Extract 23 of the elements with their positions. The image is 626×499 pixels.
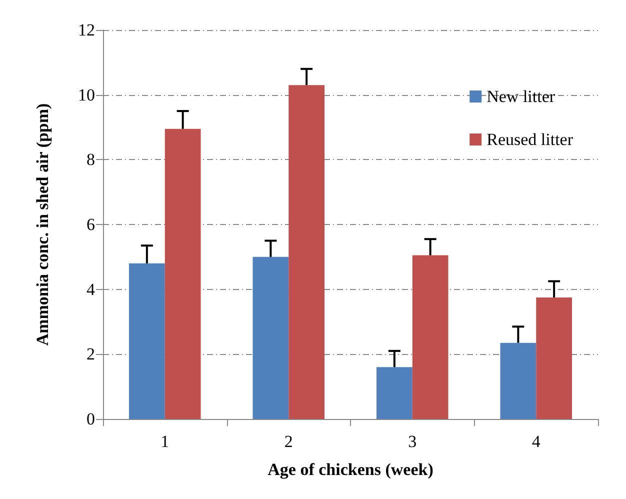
y-tick-label: 2 [86, 344, 95, 364]
bar [376, 367, 412, 419]
bar [128, 263, 165, 419]
legend-label: Reused litter [486, 130, 574, 149]
x-tick-label: 1 [160, 432, 170, 451]
legend-label: New litter [486, 87, 556, 106]
x-tick-label: 3 [408, 432, 417, 451]
bar [288, 85, 325, 419]
y-axis-title: Ammonia conc. in shed air (ppm) [33, 103, 52, 346]
bar [412, 255, 448, 419]
y-tick-label: 0 [86, 410, 95, 428]
y-tick-label: 4 [86, 280, 96, 299]
y-tick-label: 8 [86, 150, 95, 170]
y-tick-label: 12 [78, 20, 95, 40]
x-axis-title: Age of chickens (week) [268, 460, 434, 479]
bar [164, 128, 201, 419]
bar [500, 342, 536, 419]
y-tick-label: 6 [86, 215, 95, 234]
x-tick-label: 2 [284, 432, 293, 451]
bar [252, 256, 289, 419]
bar [536, 297, 572, 419]
y-tick-label: 10 [78, 85, 95, 104]
x-tick-label: 4 [532, 432, 541, 451]
